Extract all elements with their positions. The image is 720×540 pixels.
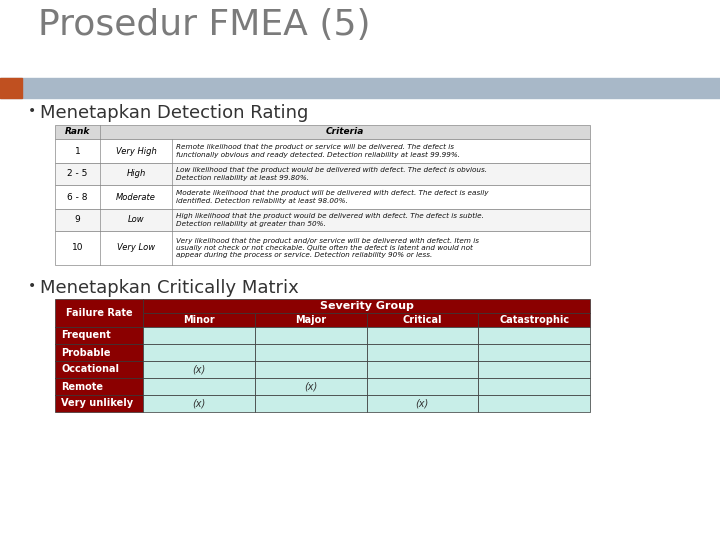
Bar — [55, 231, 590, 265]
Bar — [366, 344, 478, 361]
Bar — [55, 163, 590, 185]
Text: Frequent: Frequent — [61, 330, 111, 341]
Bar — [478, 395, 590, 412]
Bar — [143, 395, 255, 412]
Bar — [255, 395, 366, 412]
Bar — [55, 327, 143, 344]
Bar — [55, 299, 143, 327]
Bar — [255, 313, 366, 327]
Bar — [255, 361, 366, 378]
Text: Failure Rate: Failure Rate — [66, 308, 132, 318]
Text: 1: 1 — [75, 146, 81, 156]
Text: Very likelihood that the product and/or service will be delivered with defect. I: Very likelihood that the product and/or … — [176, 238, 479, 258]
Text: •: • — [28, 104, 36, 118]
Bar — [55, 125, 590, 139]
Text: Critical: Critical — [402, 315, 442, 325]
Text: Menetapkan Detection Rating: Menetapkan Detection Rating — [40, 104, 308, 122]
Bar — [143, 327, 255, 344]
Bar — [55, 344, 143, 361]
Text: Catastrophic: Catastrophic — [499, 315, 570, 325]
Text: Severity Group: Severity Group — [320, 301, 413, 311]
Text: Prosedur FMEA (5): Prosedur FMEA (5) — [38, 8, 371, 42]
Text: Moderate: Moderate — [116, 192, 156, 201]
Bar — [366, 378, 478, 395]
Bar — [55, 361, 143, 378]
Bar — [55, 209, 590, 231]
Bar — [478, 327, 590, 344]
Bar — [143, 299, 590, 313]
Bar — [0, 78, 720, 98]
Text: Minor: Minor — [183, 315, 215, 325]
Text: Very unlikely: Very unlikely — [61, 399, 133, 408]
Text: Very Low: Very Low — [117, 244, 155, 253]
Bar — [255, 378, 366, 395]
Text: Very High: Very High — [116, 146, 156, 156]
Text: Rank: Rank — [65, 127, 90, 137]
Bar — [255, 327, 366, 344]
Bar — [143, 378, 255, 395]
Bar — [143, 344, 255, 361]
Text: 10: 10 — [72, 244, 84, 253]
Bar — [143, 313, 255, 327]
Text: Probable: Probable — [61, 348, 110, 357]
Bar — [143, 361, 255, 378]
Text: 6 - 8: 6 - 8 — [67, 192, 88, 201]
Bar — [55, 139, 590, 163]
Bar — [0, 78, 22, 98]
Bar — [366, 327, 478, 344]
Text: 2 - 5: 2 - 5 — [67, 170, 88, 179]
Bar — [478, 344, 590, 361]
Bar — [55, 378, 143, 395]
Bar — [478, 378, 590, 395]
Text: Low likelihood that the product would be delivered with defect. The defect is ob: Low likelihood that the product would be… — [176, 167, 487, 180]
Text: High: High — [127, 170, 145, 179]
Text: •: • — [28, 279, 36, 293]
Bar — [478, 361, 590, 378]
Bar — [255, 344, 366, 361]
Text: Low: Low — [127, 215, 144, 225]
Text: 9: 9 — [75, 215, 81, 225]
Text: (x): (x) — [192, 364, 205, 375]
Text: Criteria: Criteria — [326, 127, 364, 137]
Bar — [366, 395, 478, 412]
Bar — [366, 313, 478, 327]
Text: Remote likelihood that the product or service will be delivered. The defect is
f: Remote likelihood that the product or se… — [176, 144, 460, 158]
Text: Major: Major — [295, 315, 326, 325]
Bar — [55, 185, 590, 209]
Bar — [55, 395, 143, 412]
Text: (x): (x) — [192, 399, 205, 408]
Bar — [366, 361, 478, 378]
Text: High likelihood that the product would be delivered with defect. The defect is s: High likelihood that the product would b… — [176, 213, 484, 227]
Text: Menetapkan Critically Matrix: Menetapkan Critically Matrix — [40, 279, 299, 297]
Text: (x): (x) — [415, 399, 429, 408]
Text: Occational: Occational — [61, 364, 119, 375]
Text: Moderate likelihood that the product will be delivered with defect. The defect i: Moderate likelihood that the product wil… — [176, 191, 488, 204]
Bar — [478, 313, 590, 327]
Text: Remote: Remote — [61, 381, 103, 391]
Text: (x): (x) — [304, 381, 318, 391]
